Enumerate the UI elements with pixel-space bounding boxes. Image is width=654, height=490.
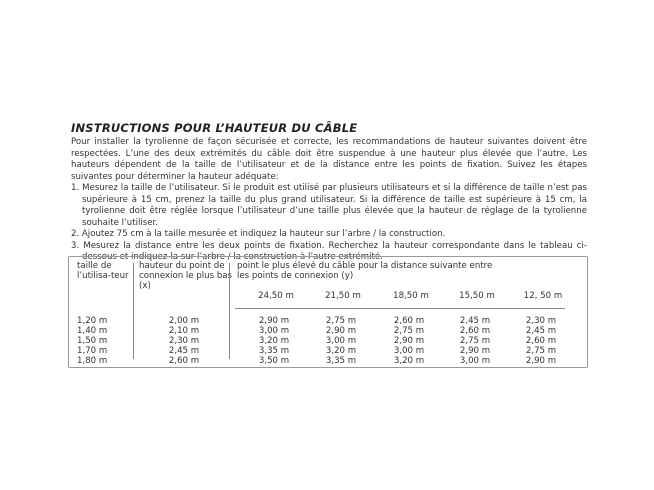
table-cell: 2,30 m bbox=[525, 316, 557, 326]
table-cell: 3,35 m bbox=[325, 356, 357, 366]
table-cell: 3,35 m bbox=[258, 346, 290, 356]
table-cell: 2,10 m bbox=[168, 326, 200, 336]
divider bbox=[229, 263, 230, 359]
table-cell: 1,50 m bbox=[77, 336, 108, 346]
table-cell: 2,75 m bbox=[393, 326, 425, 336]
table-cell: 2,45 m bbox=[459, 316, 491, 326]
step-item: 1. Mesurez la taille de l’utilisateur. S… bbox=[71, 183, 587, 228]
table-cell: 2,00 m bbox=[168, 316, 200, 326]
step-item: 2. Ajoutez 75 cm à la taille mesurée et … bbox=[71, 229, 446, 239]
user-height-column: 1,20 m 1,40 m 1,50 m 1,70 m 1,80 m bbox=[77, 316, 127, 366]
low-point-column: 2,00 m 2,10 m 2,30 m 2,45 m 2,60 m bbox=[139, 316, 229, 366]
table-cell: 2,90 m bbox=[459, 346, 491, 356]
steps-list: 1. Mesurez la taille de l’utilisateur. S… bbox=[71, 183, 587, 264]
table-cell: 2,90 m bbox=[325, 326, 357, 336]
header-low-point: hauteur du point de connexion le plus ba… bbox=[139, 261, 233, 291]
table-cell: 2,90 m bbox=[258, 316, 290, 326]
table-cell: 2,60 m bbox=[168, 356, 200, 366]
table-cell: 1,70 m bbox=[77, 346, 108, 356]
header-high-point: point le plus élevé du câble pour la dis… bbox=[237, 261, 493, 281]
table-cell: 2,60 m bbox=[393, 316, 425, 326]
distance-column: 2,60 m 2,75 m 2,90 m 3,00 m 3,20 m bbox=[379, 316, 439, 366]
distance-header: 21,50 m bbox=[325, 291, 361, 301]
table-cell: 3,00 m bbox=[393, 346, 425, 356]
table-cell: 2,30 m bbox=[168, 336, 200, 346]
table-cell: 3,20 m bbox=[258, 336, 290, 346]
table-cell: 2,75 m bbox=[525, 346, 557, 356]
table-cell: 2,90 m bbox=[393, 336, 425, 346]
table-cell: 2,90 m bbox=[525, 356, 557, 366]
distance-column: 2,45 m 2,60 m 2,75 m 2,90 m 3,00 m bbox=[445, 316, 505, 366]
header-user-height: taille de l’utilisa-teur bbox=[77, 261, 129, 281]
distance-header: 15,50 m bbox=[459, 291, 495, 301]
distance-column: 2,75 m 2,90 m 3,00 m 3,20 m 3,35 m bbox=[311, 316, 371, 366]
page-title: INSTRUCTIONS POUR L’HAUTEUR DU CÂBLE bbox=[71, 121, 358, 135]
table-cell: 1,80 m bbox=[77, 356, 108, 366]
distance-header: 18,50 m bbox=[393, 291, 429, 301]
table-cell: 2,75 m bbox=[325, 316, 357, 326]
table-cell: 3,00 m bbox=[459, 356, 491, 366]
distance-header: 12, 50 m bbox=[523, 291, 563, 301]
table-cell: 2,75 m bbox=[459, 336, 491, 346]
table-cell: 3,50 m bbox=[258, 356, 290, 366]
distance-column: 2,30 m 2,45 m 2,60 m 2,75 m 2,90 m bbox=[511, 316, 571, 366]
table-cell: 2,45 m bbox=[525, 326, 557, 336]
step-item: 3. Mesurez la distance entre les deux po… bbox=[71, 240, 587, 263]
intro-paragraph: Pour installer la tyrolienne de façon sé… bbox=[71, 137, 587, 182]
table-cell: 2,45 m bbox=[168, 346, 200, 356]
table-cell: 3,00 m bbox=[325, 336, 357, 346]
table-cell: 3,20 m bbox=[325, 346, 357, 356]
table-cell: 3,00 m bbox=[258, 326, 290, 336]
table-cell: 3,20 m bbox=[393, 356, 425, 366]
table-cell: 2,60 m bbox=[525, 336, 557, 346]
table-cell: 1,20 m bbox=[77, 316, 108, 326]
table-cell: 1,40 m bbox=[77, 326, 108, 336]
distance-header: 24,50 m bbox=[258, 291, 294, 301]
height-table: taille de l’utilisa-teur hauteur du poin… bbox=[68, 256, 588, 368]
divider bbox=[133, 263, 134, 359]
table-cell: 2,60 m bbox=[459, 326, 491, 336]
distance-column: 2,90 m 3,00 m 3,20 m 3,35 m 3,50 m bbox=[244, 316, 304, 366]
divider bbox=[235, 308, 565, 309]
